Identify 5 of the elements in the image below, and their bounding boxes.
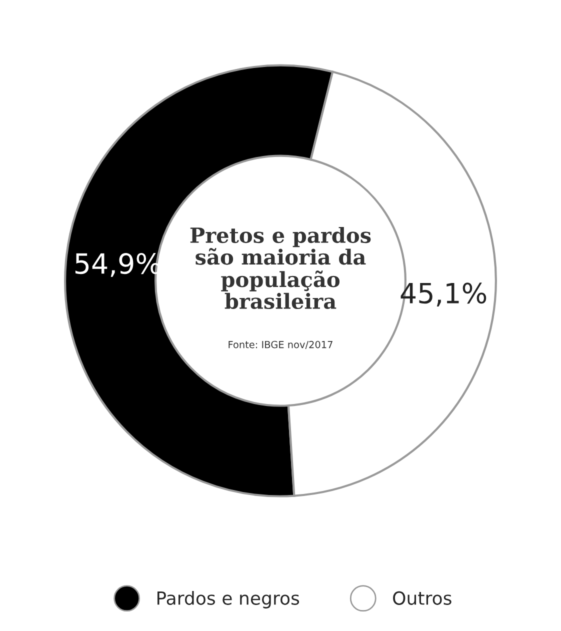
legend-label: Outros	[393, 591, 452, 605]
source-note: Fonte: IBGE nov/2017	[228, 340, 332, 350]
data-label: 45,1%	[400, 282, 486, 306]
legend-label: Pardos e negros	[157, 590, 300, 608]
text: Pretos e pardos são maioria da população brasileira	[190, 226, 371, 310]
